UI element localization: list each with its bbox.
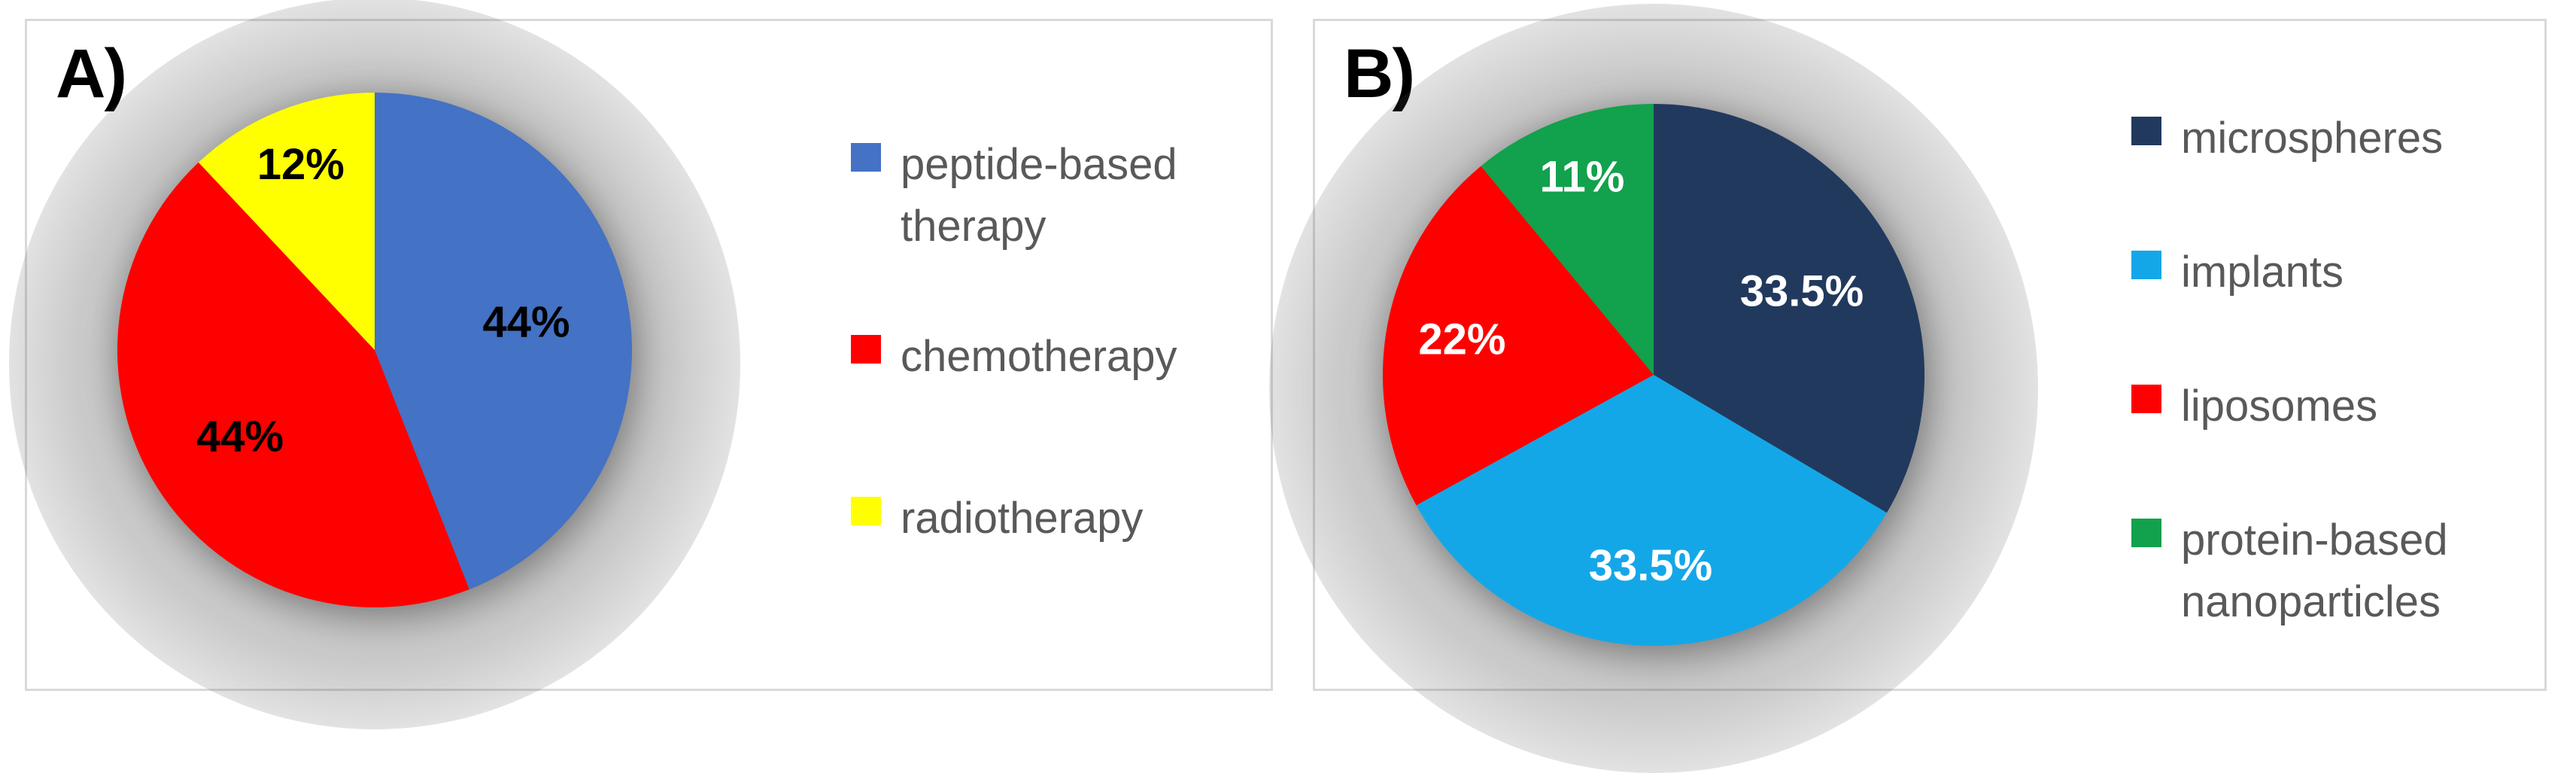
panel-A-label: A) (56, 35, 127, 112)
pie-slice-value-label: 22% (1418, 315, 1505, 364)
legend-item-chemotherapy: chemotherapy (851, 326, 1232, 388)
legend-swatch-icon (851, 335, 881, 364)
legend-item-label: microspheres (2181, 114, 2444, 163)
legend-item-label: peptide-based therapy (901, 140, 1177, 251)
legend-swatch-icon (2131, 117, 2161, 145)
legend-item-label: liposomes (2181, 382, 2378, 431)
legend-item-radiotherapy: radiotherapy (851, 488, 1232, 549)
legend-item-microspheres: microspheres (2131, 108, 2542, 169)
pie-chart-A: 44% 44% 12% (117, 93, 632, 607)
pie-slice-value-label: 44% (196, 412, 284, 461)
legend-item-peptide-based-therapy: peptide-based therapy (851, 134, 1232, 258)
pie-slice-liposomes (1383, 166, 1654, 506)
pie-slice-value-label: 33.5% (1740, 266, 1864, 315)
legend-item-label: radiotherapy (901, 494, 1144, 543)
legend-item-liposomes: liposomes (2131, 376, 2542, 437)
legend-swatch-icon (2131, 251, 2161, 279)
legend-item-label: protein-based nanoparticles (2181, 516, 2448, 627)
panel-A: A) 44% 44% 12% peptide-based therapy chemoth… (9, 0, 1273, 729)
legend-item-label: chemotherapy (901, 332, 1177, 381)
pie-slice-value-label: 33.5% (1589, 541, 1712, 590)
pie-slice-implants (1416, 375, 1887, 646)
pie-chart-B: 33.5% 33.5% 22% 11% (1383, 104, 1924, 646)
pie-slice-protein-based-nanoparticles (1481, 104, 1654, 375)
pie-slice-value-label: 12% (257, 140, 345, 189)
legend-item-label: implants (2181, 248, 2344, 297)
panel-B: B) 33.5% 33.5% 22% 11% microspheres implants l… (1268, 3, 2547, 773)
legend-item-protein-based-nanoparticles: protein-based nanoparticles (2131, 510, 2542, 634)
pie-slice-value-label: 11% (1539, 153, 1624, 202)
legend-item-implants: implants (2131, 242, 2542, 303)
pie-slice-peptide-based-therapy (375, 93, 632, 589)
pie-slice-microspheres (1654, 104, 1924, 513)
panel-B-label: B) (1344, 35, 1415, 112)
pie-slice-value-label: 44% (483, 297, 570, 346)
legend-swatch-icon (2131, 519, 2161, 547)
legend-swatch-icon (2131, 385, 2161, 413)
legend-swatch-icon (851, 497, 881, 525)
pie-slice-radiotherapy (198, 93, 375, 350)
legend-swatch-icon (851, 143, 881, 172)
pie-slice-chemotherapy (117, 162, 469, 607)
